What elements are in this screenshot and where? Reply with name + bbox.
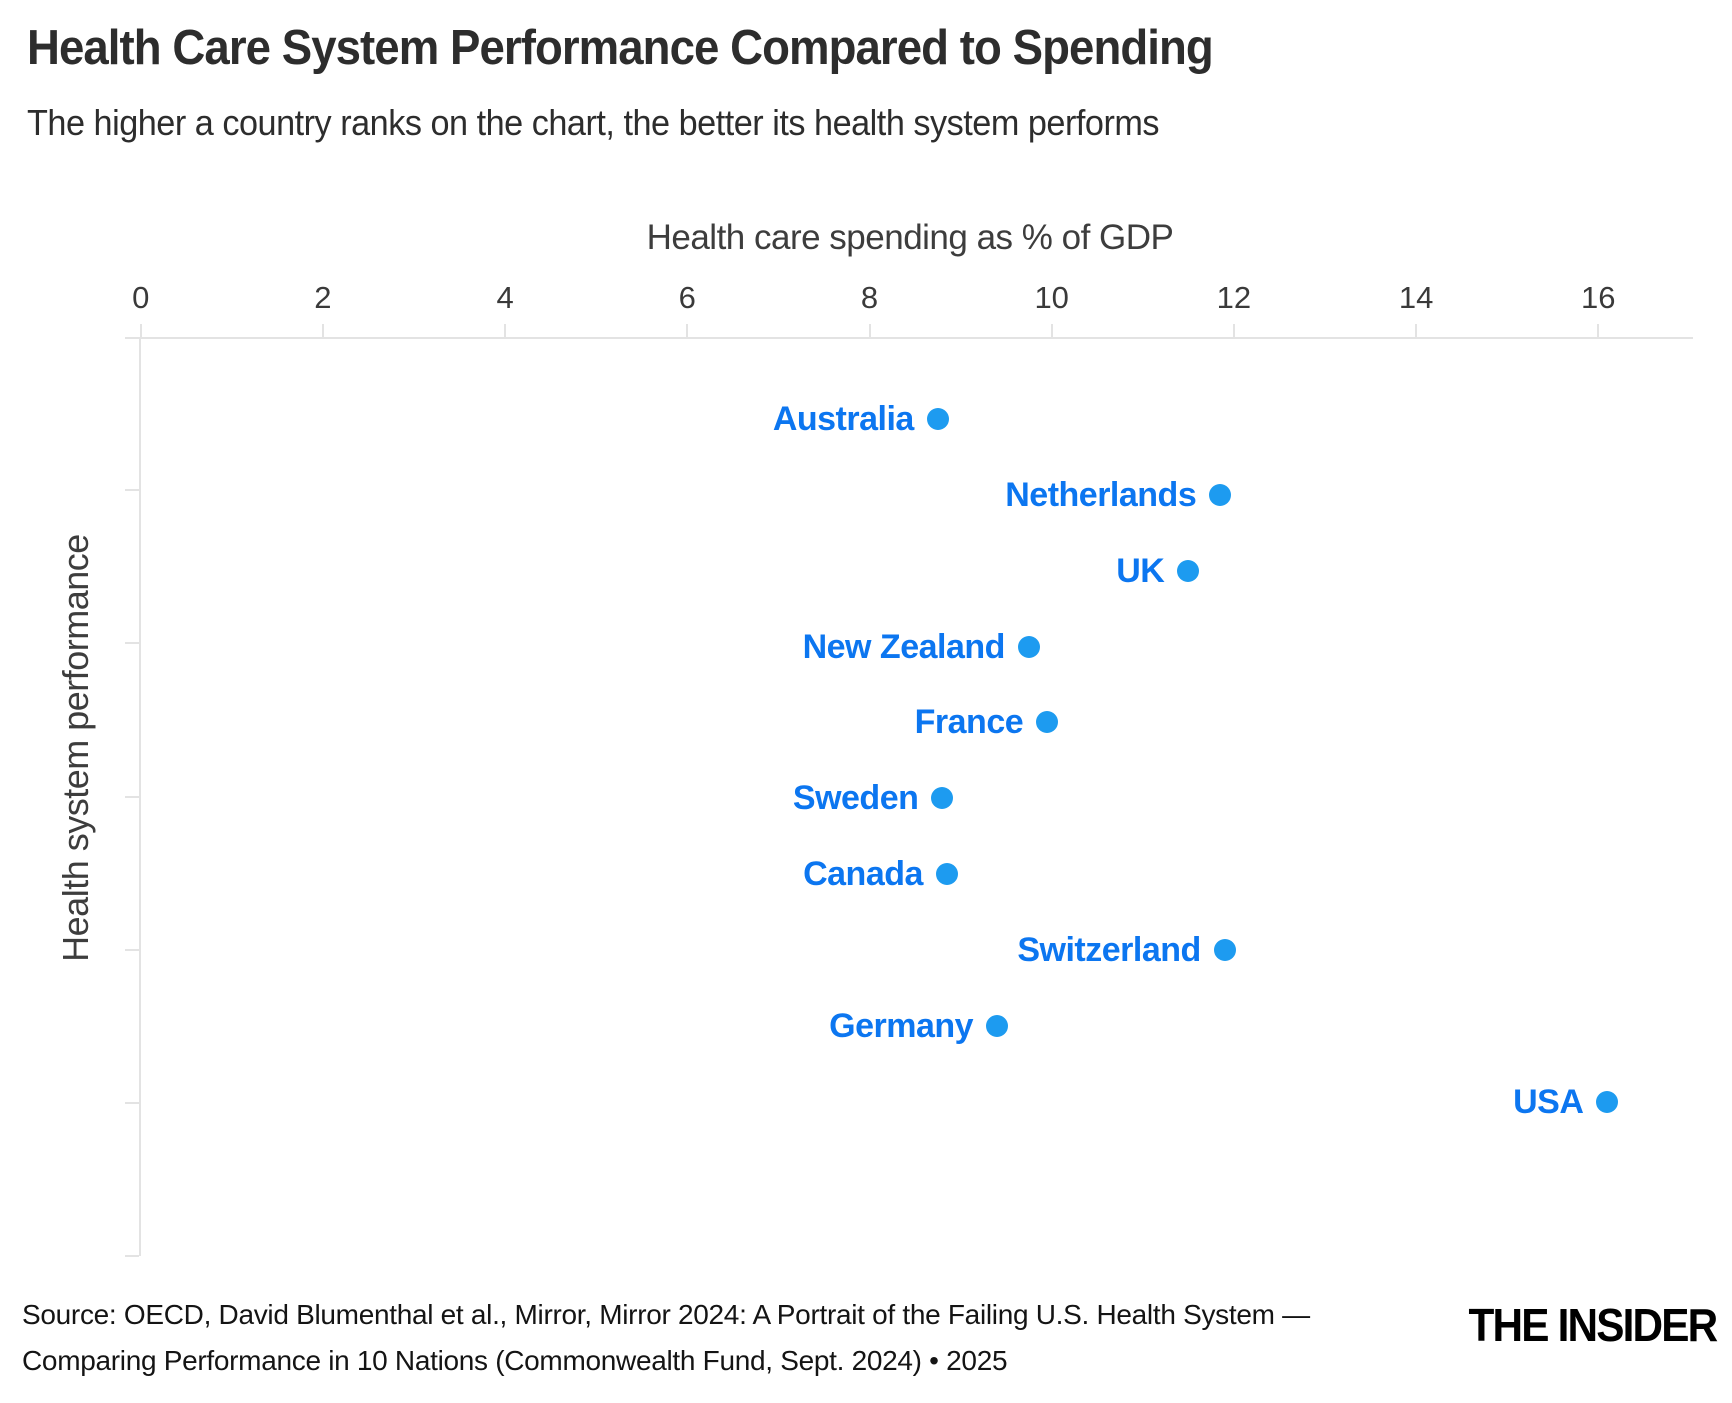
x-tick-label-12: 12 [1216,280,1252,315]
point-dot-germany [986,1014,1009,1037]
x-tick-12 [1232,324,1235,337]
x-tick-label-14: 14 [1398,280,1434,315]
point-label-netherlands: Netherlands [1005,475,1197,514]
source-text: Source: OECD, David Blumenthal et al., M… [22,1292,1310,1384]
point-dot-usa [1596,1090,1619,1113]
point-dot-uk [1177,559,1200,582]
y-axis-title: Health system performance [55,534,96,962]
point-label-uk: UK [1116,551,1165,590]
y-tick-6 [125,1255,139,1257]
x-tick-2 [321,324,324,337]
x-tick-label-16: 16 [1581,280,1616,315]
x-tick-8 [868,324,871,337]
point-dot-new-zealand [1017,635,1040,658]
chart-title: Health Care System Performance Compared … [27,21,1214,75]
x-tick-4 [504,324,507,337]
x-tick-label-8: 8 [860,280,879,315]
point-label-germany: Germany [829,1006,974,1045]
x-tick-14 [1415,324,1418,337]
chart-subtitle: The higher a country ranks on the chart,… [27,102,1160,143]
point-dot-australia [926,408,949,430]
point-label-canada: Canada [803,855,923,894]
x-tick-label-2: 2 [314,280,332,315]
point-label-new-zealand: New Zealand [802,627,1006,666]
y-tick-5 [125,1101,139,1104]
y-tick-4 [125,948,139,951]
point-label-france: France [914,703,1024,742]
x-tick-label-4: 4 [496,280,514,315]
source-text-line-1: Source: OECD, David Blumenthal et al., M… [22,1299,1310,1330]
x-tick-label-0: 0 [132,280,150,315]
x-tick-label-6: 6 [678,280,696,315]
x-axis-line [125,337,1693,339]
point-dot-netherlands [1209,483,1232,506]
x-tick-6 [686,324,689,337]
point-label-usa: USA [1513,1082,1584,1121]
point-dot-sweden [931,787,954,810]
x-tick-label-10: 10 [1034,280,1069,315]
y-tick-2 [125,642,139,645]
y-tick-1 [125,489,139,492]
point-label-switzerland: Switzerland [1017,930,1201,969]
x-tick-16 [1597,324,1600,337]
source-text-line-2: Comparing Performance in 10 Nations (Com… [22,1345,1008,1376]
y-tick-3 [125,795,139,798]
point-dot-canada [935,863,958,886]
x-tick-10 [1050,324,1053,337]
point-dot-switzerland [1213,938,1236,961]
point-label-sweden: Sweden [792,779,919,818]
brand-logo: THE INSIDER [1468,1299,1718,1351]
x-axis-title: Health care spending as % of GDP [646,218,1174,257]
y-axis-line [139,337,141,1256]
point-label-australia: Australia [772,400,915,438]
point-dot-france [1036,711,1059,734]
x-tick-0 [139,324,142,337]
